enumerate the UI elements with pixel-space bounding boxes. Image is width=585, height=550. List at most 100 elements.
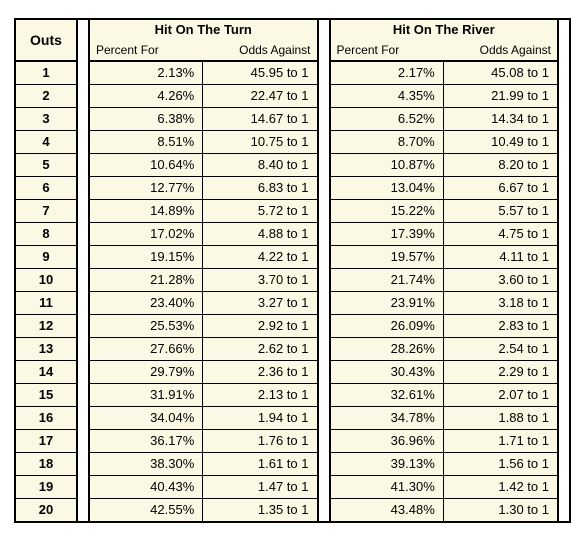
table-row: 2 bbox=[16, 85, 76, 108]
table-row: 17.02%4.88 to 1 bbox=[90, 223, 317, 246]
table-row: 20 bbox=[16, 499, 76, 521]
table-row: 11 bbox=[16, 292, 76, 315]
table-row: 41.30%1.42 to 1 bbox=[331, 476, 558, 499]
table-row: 38.30%1.61 to 1 bbox=[90, 453, 317, 476]
table-row: 14 bbox=[16, 361, 76, 384]
river-title: Hit On The River bbox=[331, 20, 558, 40]
outs-rows: 1234567891011121314151617181920 bbox=[16, 62, 76, 521]
turn-odds-cell: 1.61 to 1 bbox=[203, 453, 316, 475]
table-row: 2.17%45.08 to 1 bbox=[331, 62, 558, 85]
river-odds-cell: 4.11 to 1 bbox=[444, 246, 557, 268]
turn-odds-cell: 4.22 to 1 bbox=[203, 246, 316, 268]
table-row: 29.79%2.36 to 1 bbox=[90, 361, 317, 384]
river-percent-cell: 34.78% bbox=[331, 407, 444, 429]
turn-odds-cell: 5.72 to 1 bbox=[203, 200, 316, 222]
turn-odds-cell: 14.67 to 1 bbox=[203, 108, 316, 130]
turn-rows: 2.13%45.95 to 14.26%22.47 to 16.38%14.67… bbox=[90, 62, 317, 521]
turn-percent-cell: 34.04% bbox=[90, 407, 203, 429]
table-row: 31.91%2.13 to 1 bbox=[90, 384, 317, 407]
river-percent-cell: 21.74% bbox=[331, 269, 444, 291]
river-percent-cell: 10.87% bbox=[331, 154, 444, 176]
column-spacer bbox=[319, 20, 331, 521]
outs-cell: 10 bbox=[16, 269, 76, 291]
turn-odds-cell: 1.47 to 1 bbox=[203, 476, 316, 498]
outs-cell: 2 bbox=[16, 85, 76, 107]
river-percent-cell: 30.43% bbox=[331, 361, 444, 383]
table-row: 8.51%10.75 to 1 bbox=[90, 131, 317, 154]
table-row: 30.43%2.29 to 1 bbox=[331, 361, 558, 384]
river-percent-cell: 23.91% bbox=[331, 292, 444, 314]
river-percent-cell: 15.22% bbox=[331, 200, 444, 222]
river-odds-cell: 1.71 to 1 bbox=[444, 430, 557, 452]
turn-percent-cell: 38.30% bbox=[90, 453, 203, 475]
table-row: 8.70%10.49 to 1 bbox=[331, 131, 558, 154]
river-odds-cell: 1.56 to 1 bbox=[444, 453, 557, 475]
table-row: 34.78%1.88 to 1 bbox=[331, 407, 558, 430]
turn-percent-cell: 19.15% bbox=[90, 246, 203, 268]
outs-cell: 3 bbox=[16, 108, 76, 130]
table-row: 43.48%1.30 to 1 bbox=[331, 499, 558, 521]
table-row: 10 bbox=[16, 269, 76, 292]
river-odds-cell: 2.54 to 1 bbox=[444, 338, 557, 360]
turn-odds-cell: 1.94 to 1 bbox=[203, 407, 316, 429]
outs-cell: 14 bbox=[16, 361, 76, 383]
table-row: 5 bbox=[16, 154, 76, 177]
table-row: 19.15%4.22 to 1 bbox=[90, 246, 317, 269]
turn-odds-cell: 2.62 to 1 bbox=[203, 338, 316, 360]
outs-cell: 15 bbox=[16, 384, 76, 406]
river-percent-cell: 2.17% bbox=[331, 62, 444, 84]
table-row: 17.39%4.75 to 1 bbox=[331, 223, 558, 246]
turn-percent-cell: 17.02% bbox=[90, 223, 203, 245]
turn-odds-cell: 1.35 to 1 bbox=[203, 499, 316, 521]
turn-percent-cell: 27.66% bbox=[90, 338, 203, 360]
table-row: 14.89%5.72 to 1 bbox=[90, 200, 317, 223]
table-row: 13 bbox=[16, 338, 76, 361]
outs-cell: 12 bbox=[16, 315, 76, 337]
river-odds-header: Odds Against bbox=[444, 40, 557, 60]
table-row: 28.26%2.54 to 1 bbox=[331, 338, 558, 361]
river-rows: 2.17%45.08 to 14.35%21.99 to 16.52%14.34… bbox=[331, 62, 558, 521]
river-percent-cell: 4.35% bbox=[331, 85, 444, 107]
table-row: 12 bbox=[16, 315, 76, 338]
outs-cell: 6 bbox=[16, 177, 76, 199]
turn-percent-cell: 6.38% bbox=[90, 108, 203, 130]
turn-percent-cell: 4.26% bbox=[90, 85, 203, 107]
river-column-group: Hit On The River Percent For Odds Agains… bbox=[331, 20, 560, 521]
table-row: 26.09%2.83 to 1 bbox=[331, 315, 558, 338]
river-odds-cell: 4.75 to 1 bbox=[444, 223, 557, 245]
table-row: 21.28%3.70 to 1 bbox=[90, 269, 317, 292]
river-odds-cell: 1.88 to 1 bbox=[444, 407, 557, 429]
river-percent-cell: 6.52% bbox=[331, 108, 444, 130]
outs-header: Outs bbox=[16, 20, 76, 62]
river-odds-cell: 2.07 to 1 bbox=[444, 384, 557, 406]
river-percent-cell: 32.61% bbox=[331, 384, 444, 406]
table-row: 34.04%1.94 to 1 bbox=[90, 407, 317, 430]
table-row: 6.52%14.34 to 1 bbox=[331, 108, 558, 131]
table-row: 40.43%1.47 to 1 bbox=[90, 476, 317, 499]
table-row: 17 bbox=[16, 430, 76, 453]
table-row: 18 bbox=[16, 453, 76, 476]
table-row: 10.87%8.20 to 1 bbox=[331, 154, 558, 177]
turn-percent-cell: 29.79% bbox=[90, 361, 203, 383]
table-row: 42.55%1.35 to 1 bbox=[90, 499, 317, 521]
turn-column-group: Hit On The Turn Percent For Odds Against… bbox=[90, 20, 319, 521]
river-odds-cell: 1.42 to 1 bbox=[444, 476, 557, 498]
turn-odds-cell: 3.70 to 1 bbox=[203, 269, 316, 291]
table-row: 4.26%22.47 to 1 bbox=[90, 85, 317, 108]
outs-cell: 16 bbox=[16, 407, 76, 429]
column-spacer bbox=[78, 20, 90, 521]
table-row: 25.53%2.92 to 1 bbox=[90, 315, 317, 338]
turn-percent-cell: 23.40% bbox=[90, 292, 203, 314]
river-percent-cell: 8.70% bbox=[331, 131, 444, 153]
table-row: 27.66%2.62 to 1 bbox=[90, 338, 317, 361]
table-row: 12.77%6.83 to 1 bbox=[90, 177, 317, 200]
table-row: 36.96%1.71 to 1 bbox=[331, 430, 558, 453]
table-row: 4 bbox=[16, 131, 76, 154]
table-row: 21.74%3.60 to 1 bbox=[331, 269, 558, 292]
table-row: 32.61%2.07 to 1 bbox=[331, 384, 558, 407]
river-odds-cell: 2.83 to 1 bbox=[444, 315, 557, 337]
table-row: 8 bbox=[16, 223, 76, 246]
table-row: 15.22%5.57 to 1 bbox=[331, 200, 558, 223]
outs-cell: 5 bbox=[16, 154, 76, 176]
turn-odds-cell: 10.75 to 1 bbox=[203, 131, 316, 153]
